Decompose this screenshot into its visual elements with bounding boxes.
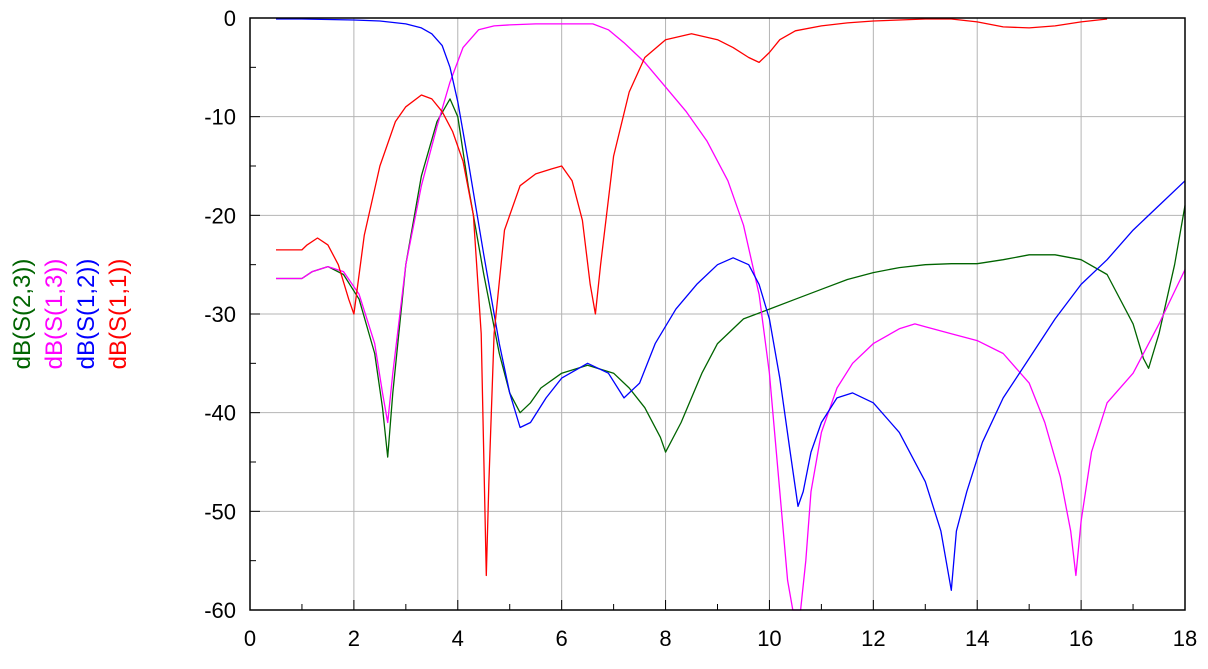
- plot-frame: [249, 17, 1186, 611]
- y-tick-label: -10: [204, 105, 236, 130]
- y-tick-label: -50: [204, 499, 236, 524]
- x-tick-label: 8: [659, 626, 671, 651]
- legend-entry: dB(S(1,3)): [41, 259, 68, 370]
- x-tick-label: 14: [965, 626, 989, 651]
- legend-entry: dB(S(1,2)): [73, 259, 100, 370]
- x-tick-label: 4: [452, 626, 464, 651]
- y-tick-label: 0: [224, 6, 236, 31]
- legend-entry: dB(S(1,1)): [105, 259, 132, 370]
- x-tick-label: 2: [348, 626, 360, 651]
- x-tick-label: 16: [1069, 626, 1093, 651]
- series-line-db-s-1-1: [276, 18, 1108, 577]
- series-line-db-s-2-3: [276, 98, 1186, 458]
- series-layer: [276, 18, 1186, 611]
- x-tick-label: 6: [556, 626, 568, 651]
- minor-ticks: [249, 17, 1186, 611]
- x-tick-label: 10: [757, 626, 781, 651]
- y-tick-label: -30: [204, 302, 236, 327]
- x-tick-label: 12: [861, 626, 885, 651]
- y-tick-label: -20: [204, 203, 236, 228]
- x-tick-label: 18: [1173, 626, 1197, 651]
- series-line-db-s-1-2: [276, 18, 1186, 591]
- grid: [250, 18, 1185, 610]
- series-line-db-s-1-3: [276, 23, 1186, 611]
- y-tick-label: -60: [204, 598, 236, 623]
- x-tick-label: 0: [244, 626, 256, 651]
- y-tick-label: -40: [204, 401, 236, 426]
- legend-entry: dB(S(2,3)): [9, 259, 36, 370]
- legend: dB(S(2,3)) dB(S(1,3)) dB(S(1,2)) dB(S(1,1)): [9, 259, 132, 370]
- x-axis-tick-labels: 0 2 4 6 8 10 12 14 16 18: [244, 626, 1197, 651]
- y-axis-tick-labels: 0 -10 -20 -30 -40 -50 -60: [204, 6, 236, 623]
